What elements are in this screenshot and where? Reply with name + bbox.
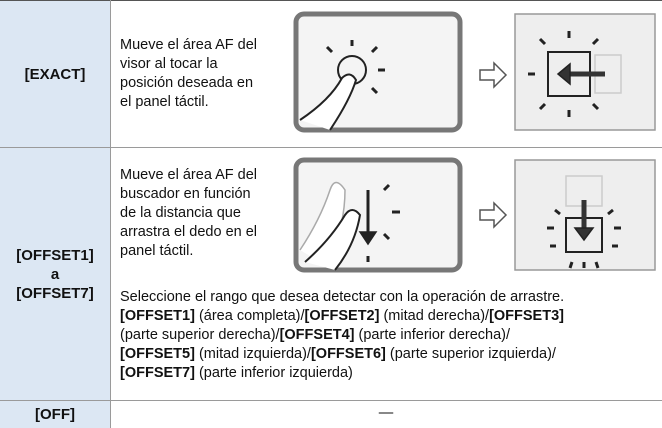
border — [0, 0, 662, 1]
label-line: [OFFSET1] — [16, 246, 94, 264]
note-line: [OFFSET1] (área completa)/[OFFSET2] (mit… — [120, 307, 564, 326]
note-text: (parte inferior derecha)/ — [354, 327, 511, 343]
note-line: (parte superior derecha)/[OFFSET4] (part… — [120, 326, 564, 345]
description-line: de la distancia que — [120, 205, 241, 221]
border — [0, 400, 662, 401]
note-text: (mitad derecha)/ — [379, 308, 490, 324]
note-text: (área completa)/ — [194, 308, 305, 324]
note: Seleccione el rango que desea detectar c… — [120, 288, 564, 383]
border — [110, 0, 111, 428]
note-text: [OFFSET1] — [120, 308, 195, 324]
description-line: visor al tocar la — [120, 56, 218, 72]
note-text: (mitad izquierda)/ — [194, 346, 311, 362]
description-line: posición deseada en — [120, 75, 254, 91]
description-line: panel táctil. — [120, 243, 194, 259]
description-line: buscador en función — [120, 186, 251, 202]
label-line: [EXACT] — [24, 65, 86, 83]
note-text: [OFFSET4] — [279, 327, 355, 343]
description: Mueve el área AF del buscador en función d… — [120, 166, 257, 261]
note-line: [OFFSET7] (parte inferior izquierda) — [120, 364, 564, 383]
description: Mueve el área AF del visor al tocar la pos… — [120, 36, 257, 112]
label-line: [OFFSET7] — [16, 284, 94, 302]
note-text: [OFFSET5] — [120, 346, 195, 362]
row-label: [OFF] — [0, 401, 110, 428]
note-text: (parte inferior izquierda) — [194, 365, 353, 381]
label-line: a — [50, 265, 60, 283]
row-label: [OFFSET1] a [OFFSET7] — [0, 148, 110, 400]
note-line: [OFFSET5] (mitad izquierda)/[OFFSET6] (p… — [120, 345, 564, 364]
note-text: [OFFSET2] — [304, 308, 380, 324]
border — [0, 147, 662, 148]
description-line: — — [378, 405, 394, 421]
description-line: Mueve el área AF del — [120, 167, 258, 183]
row-label: [EXACT] — [0, 1, 110, 147]
note-text: Seleccione el rango que desea detectar c… — [120, 289, 565, 305]
note-text: (parte superior derecha)/ — [120, 327, 280, 343]
note-text: [OFFSET7] — [120, 365, 195, 381]
note-text: (parte superior izquierda)/ — [385, 346, 556, 362]
description-line: arrastra el dedo en el — [120, 224, 258, 240]
note-text: [OFFSET3] — [489, 308, 564, 324]
description-line: Mueve el área AF del — [120, 37, 258, 53]
label-line: [OFF] — [35, 406, 75, 423]
description: — — [110, 404, 662, 423]
description-line: el panel táctil. — [120, 94, 209, 110]
note-line: Seleccione el rango que desea detectar c… — [120, 288, 564, 307]
note-text: [OFFSET6] — [310, 346, 386, 362]
